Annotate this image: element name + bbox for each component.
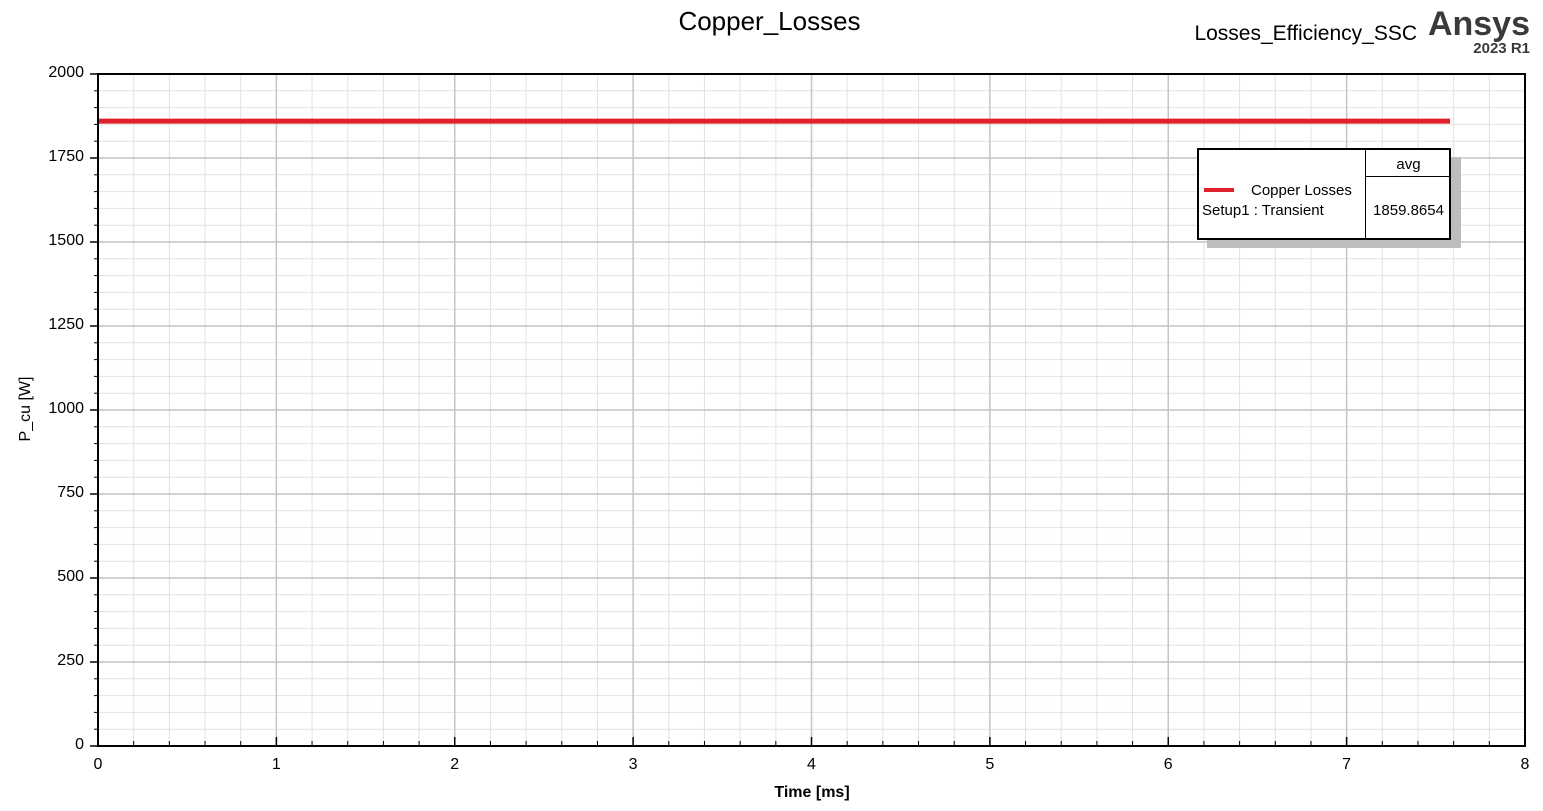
x-tick-label: 3 <box>628 756 638 773</box>
legend-swatch <box>1204 188 1234 192</box>
x-tick-label: 8 <box>1520 756 1530 773</box>
y-tick-label: 2000 <box>48 64 84 81</box>
project-name: Losses_Efficiency_SSC <box>1194 22 1417 45</box>
legend-entry-setup: Setup1 : Transient <box>1202 202 1324 219</box>
x-tick-label: 6 <box>1163 756 1173 773</box>
tick-marks <box>90 73 1526 747</box>
y-tick-label: 1000 <box>48 400 84 417</box>
x-tick-label: 5 <box>985 756 995 773</box>
x-tick-label: 7 <box>1342 756 1352 773</box>
y-tick-label: 1750 <box>48 148 84 165</box>
legend-entry-avg: 1859.8654 <box>1373 202 1444 219</box>
y-tick-label: 1500 <box>48 232 84 249</box>
y-tick-label: 1250 <box>48 316 84 333</box>
legend[interactable]: avg Copper Losses Setup1 : Transient 185… <box>1197 148 1451 240</box>
y-axis-label: P_cu [W] <box>17 376 34 442</box>
x-tick-label: 0 <box>93 756 103 773</box>
x-tick-label: 2 <box>450 756 460 773</box>
legend-entry-name: Copper Losses <box>1251 182 1352 199</box>
chart-title: Copper_Losses <box>678 6 861 36</box>
y-tick-label: 250 <box>57 652 84 669</box>
legend-column-header: avg <box>1396 156 1421 173</box>
y-tick-label: 0 <box>75 736 84 753</box>
brand-name: Ansys <box>1427 5 1530 43</box>
x-tick-label: 1 <box>271 756 281 773</box>
brand-version: 2023 R1 <box>1473 40 1530 57</box>
y-tick-label: 500 <box>57 568 84 585</box>
x-tick-label: 4 <box>807 756 816 773</box>
legend-header-rule <box>1365 176 1449 177</box>
brand-logo: Ansys 2023 R1 <box>1428 6 1530 56</box>
x-axis-label: Time [ms] <box>774 784 850 801</box>
legend-divider <box>1365 150 1366 238</box>
y-tick-label: 750 <box>57 484 84 501</box>
